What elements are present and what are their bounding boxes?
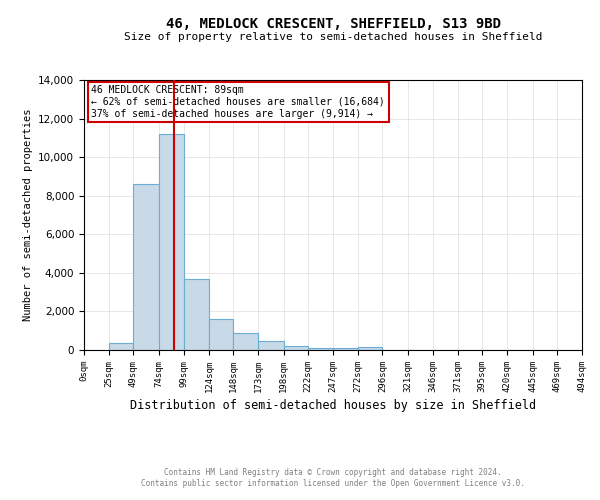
Bar <box>233 332 259 350</box>
Bar <box>209 319 233 350</box>
Bar <box>308 348 333 350</box>
Y-axis label: Number of semi-detached properties: Number of semi-detached properties <box>23 109 32 322</box>
Text: 46 MEDLOCK CRESCENT: 89sqm
← 62% of semi-detached houses are smaller (16,684)
37: 46 MEDLOCK CRESCENT: 89sqm ← 62% of semi… <box>91 86 385 118</box>
Bar <box>109 344 133 350</box>
Bar <box>133 184 158 350</box>
Bar <box>284 346 308 350</box>
Bar <box>259 342 284 350</box>
X-axis label: Distribution of semi-detached houses by size in Sheffield: Distribution of semi-detached houses by … <box>130 399 536 412</box>
Bar <box>184 278 209 350</box>
Text: 46, MEDLOCK CRESCENT, SHEFFIELD, S13 9BD: 46, MEDLOCK CRESCENT, SHEFFIELD, S13 9BD <box>166 18 500 32</box>
Text: Size of property relative to semi-detached houses in Sheffield: Size of property relative to semi-detach… <box>124 32 542 42</box>
Bar <box>158 134 184 350</box>
Bar <box>333 348 358 350</box>
Text: Contains HM Land Registry data © Crown copyright and database right 2024.
Contai: Contains HM Land Registry data © Crown c… <box>141 468 525 487</box>
Bar <box>358 347 382 350</box>
